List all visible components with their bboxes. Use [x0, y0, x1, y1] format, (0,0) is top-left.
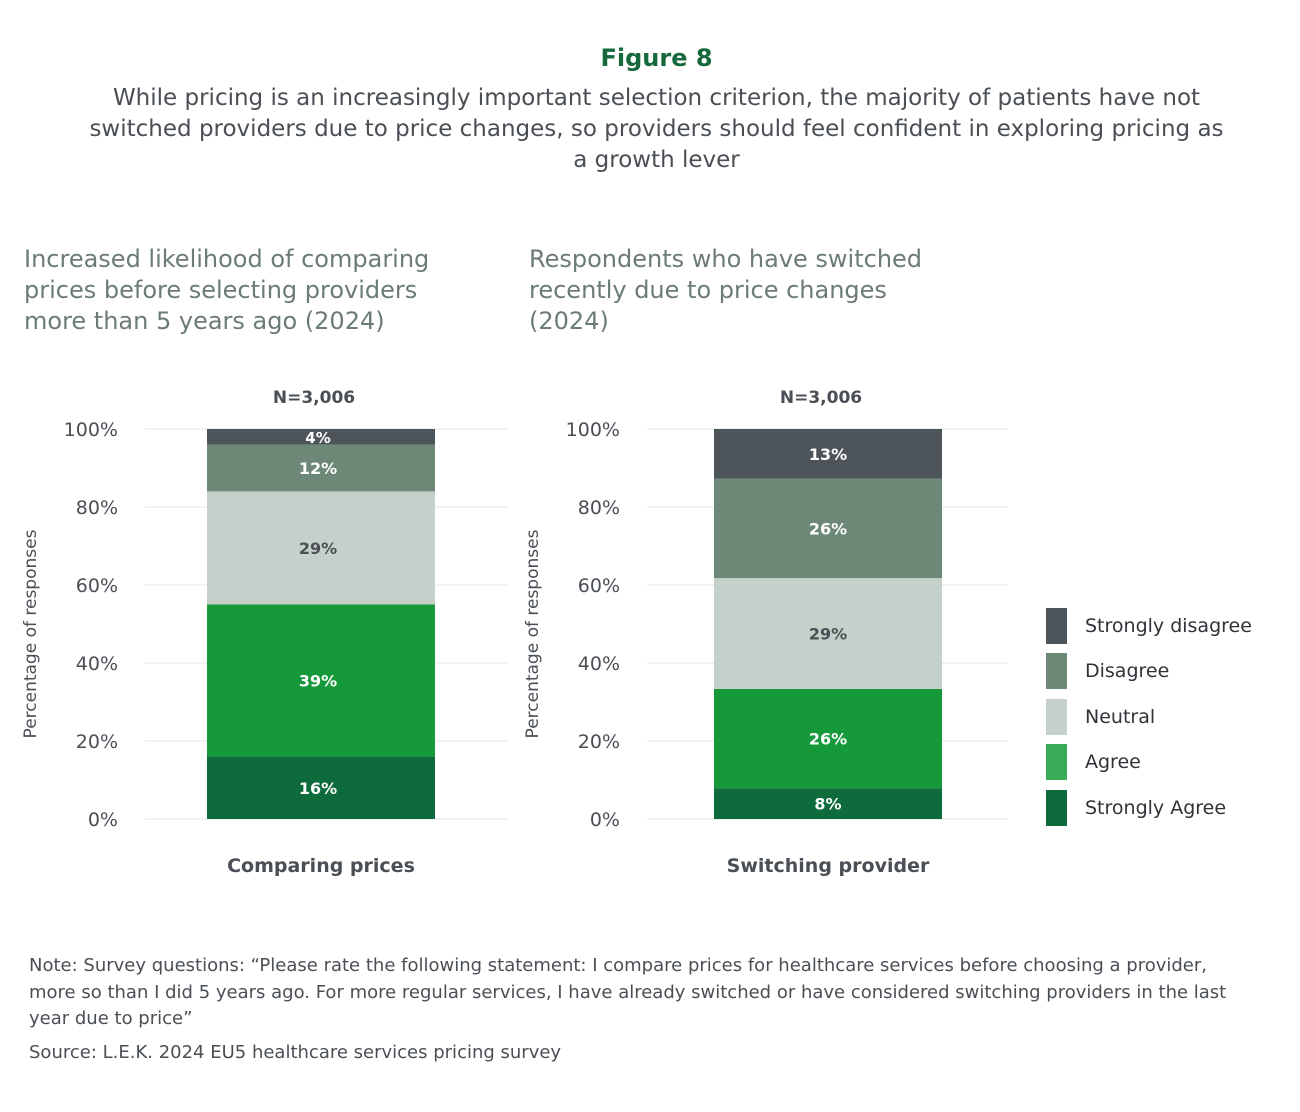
y-tick-label: 80%: [76, 497, 118, 519]
x-category-label: Switching provider: [727, 855, 930, 877]
sample-size-label: N=3,006: [273, 388, 355, 408]
sample-size-label: N=3,006: [780, 388, 862, 408]
left-chart-title: Increased likelihood of comparing prices…: [24, 245, 430, 335]
bar-segment-strongly-agree: [714, 788, 942, 819]
bar-segment-neutral: [207, 491, 435, 605]
legend-label: Neutral: [1085, 705, 1156, 728]
data-label: 16%: [299, 779, 337, 798]
data-label: 29%: [299, 539, 337, 558]
y-tick-label: 80%: [578, 497, 620, 519]
legend-item: Strongly Agree: [1046, 785, 1252, 831]
data-label: 39%: [299, 672, 337, 691]
legend-label: Strongly disagree: [1085, 614, 1252, 637]
y-axis-label: Percentage of responses: [523, 529, 543, 738]
bar-segment-disagree: [714, 478, 942, 579]
y-tick-label: 100%: [64, 419, 118, 441]
data-label: 26%: [809, 519, 847, 538]
y-tick-label: 100%: [566, 419, 620, 441]
legend-label: Strongly Agree: [1085, 796, 1227, 819]
bar-segment-strongly-agree: [207, 756, 435, 819]
legend-label: Disagree: [1085, 660, 1170, 683]
note: Note: Survey questions: “Please rate the…: [29, 955, 1227, 1029]
figure-label: Figure 8: [600, 44, 713, 72]
y-tick-label: 0%: [590, 809, 620, 831]
legend-item: Strongly disagree: [1046, 603, 1252, 649]
legend-item: Disagree: [1046, 649, 1252, 695]
legend: Strongly disagree Disagree Neutral Agree Str…: [1046, 603, 1252, 831]
data-label: 26%: [809, 730, 847, 749]
bar-segment-disagree: [207, 444, 435, 492]
data-label: 8%: [814, 795, 841, 814]
legend-item: Agree: [1046, 740, 1252, 786]
data-label: 12%: [299, 459, 337, 478]
y-tick-label: 40%: [578, 653, 620, 675]
source: Source: L.E.K. 2024 EU5 healthcare servi…: [29, 1042, 562, 1063]
legend-item: Neutral: [1046, 694, 1252, 740]
right-chart-title: Respondents who have switched recently d…: [529, 245, 923, 335]
y-tick-label: 0%: [88, 809, 118, 831]
bar-segment-strongly-disagree: [207, 429, 435, 445]
y-tick-label: 20%: [76, 731, 118, 753]
legend-label: Agree: [1085, 751, 1141, 774]
data-label: 29%: [809, 625, 847, 644]
legend-swatch: [1046, 789, 1067, 826]
y-tick-label: 20%: [578, 731, 620, 753]
x-category-label: Comparing prices: [227, 855, 415, 877]
bar-segment-agree: [714, 689, 942, 789]
bar-segment-agree: [207, 604, 435, 757]
legend-swatch: [1046, 653, 1067, 690]
legend-swatch: [1046, 607, 1067, 644]
legend-swatch: [1046, 698, 1067, 735]
legend-swatch: [1046, 744, 1067, 781]
bar-segment-neutral: [714, 578, 942, 689]
figure-title: While pricing is an increasingly importa…: [89, 85, 1224, 173]
y-tick-label: 60%: [578, 575, 620, 597]
y-tick-label: 60%: [76, 575, 118, 597]
y-tick-label: 40%: [76, 653, 118, 675]
bar-segment-strongly-disagree: [714, 429, 942, 479]
data-label: 4%: [305, 429, 330, 447]
data-label: 13%: [809, 445, 847, 464]
y-axis-label: Percentage of responses: [21, 529, 41, 738]
